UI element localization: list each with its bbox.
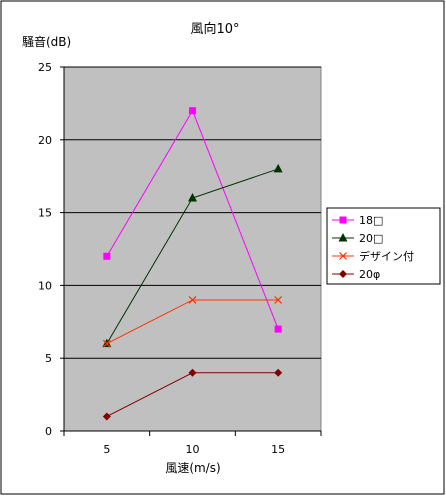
data-point [188,193,197,202]
data-point [103,252,111,260]
series-group [102,107,283,421]
legend-item: 20φ [332,268,380,281]
data-point [188,296,197,304]
data-point [274,325,282,333]
y-axis-label: 騒音(dB) [22,34,71,49]
x-tick-label: 10 [186,443,200,456]
series-1 [103,107,282,333]
legend-marker [339,252,347,260]
y-tick-label: 20 [38,134,52,147]
chart-title: 風向10° [190,21,239,37]
data-point [102,412,111,421]
legend-marker [338,233,348,242]
x-tick-label: 15 [271,443,285,456]
y-tick-label: 10 [38,279,52,292]
x-axis-label: 風速(m/s) [165,461,220,475]
data-point [274,368,283,377]
legend-marker [339,270,347,278]
data-point [274,296,283,304]
legend-marker [339,216,347,224]
series-3 [102,296,283,348]
y-tick-label: 5 [45,352,52,365]
y-tick-label: 25 [38,61,52,74]
data-point [188,368,197,377]
legend: 18□ 20□ デザイン付 20φ [326,207,441,285]
y-tick-label: 15 [38,207,52,220]
legend-label: 20□ [359,232,383,245]
data-point [273,163,283,173]
legend-item: 18□ [332,214,383,227]
x-tick-label: 5 [103,443,110,456]
series-4 [102,368,283,421]
data-point [189,107,196,115]
legend-label: 18□ [359,214,383,227]
legend-item: 20□ [332,232,383,245]
y-tick-label: 0 [45,425,52,438]
axes: 0 5 10 15 20 25 5 10 15 [38,61,322,456]
gridlines [64,66,321,359]
legend-label: 20φ [359,268,380,281]
legend-item: デザイン付 [332,249,414,263]
legend-label: デザイン付 [359,249,414,263]
data-point [102,339,111,348]
